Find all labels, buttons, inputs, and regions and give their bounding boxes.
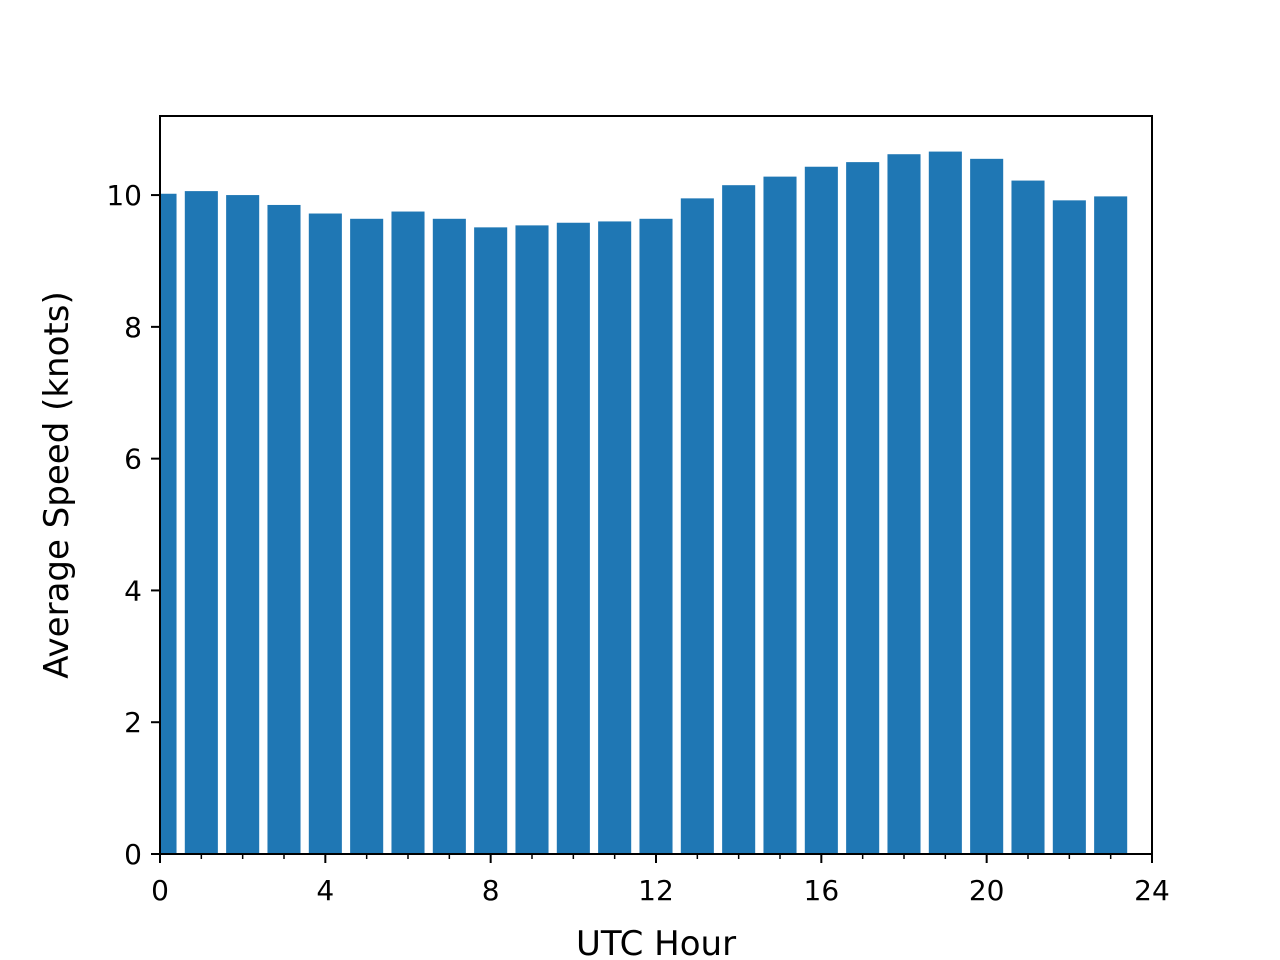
bar-hour-18 bbox=[887, 154, 921, 855]
bar-hour-2 bbox=[226, 195, 260, 855]
x-tick-label: 8 bbox=[482, 874, 500, 907]
bar-hour-23 bbox=[1094, 196, 1128, 854]
x-tick-label: 0 bbox=[151, 874, 169, 907]
x-tick-label: 4 bbox=[316, 874, 334, 907]
bar-hour-9 bbox=[515, 225, 549, 854]
x-axis-label: UTC Hour bbox=[576, 924, 736, 960]
bar-hour-4 bbox=[308, 213, 342, 854]
bar-hour-16 bbox=[804, 166, 838, 855]
bar-hour-13 bbox=[680, 198, 714, 854]
bar-hour-5 bbox=[350, 218, 384, 855]
bar-hour-8 bbox=[474, 227, 508, 854]
bar-hour-15 bbox=[763, 176, 797, 854]
bars-group bbox=[160, 151, 1128, 855]
bar-hour-19 bbox=[928, 151, 962, 854]
x-tick-label: 16 bbox=[804, 874, 840, 907]
bar-hour-1 bbox=[184, 191, 218, 854]
y-tick-label: 10 bbox=[106, 179, 142, 212]
x-axis-ticks: 0 4 8 12 16 20 24 bbox=[151, 854, 1170, 907]
y-tick-label: 0 bbox=[124, 838, 142, 871]
bar-hour-12 bbox=[639, 218, 673, 855]
x-tick-label: 12 bbox=[638, 874, 674, 907]
bar-hour-7 bbox=[432, 218, 466, 855]
y-axis-label: Average Speed (knots) bbox=[37, 291, 77, 678]
y-tick-label: 8 bbox=[124, 311, 142, 344]
bar-hour-10 bbox=[556, 222, 590, 854]
bar-hour-0 bbox=[160, 193, 177, 855]
bar-hour-17 bbox=[846, 162, 880, 854]
y-tick-label: 4 bbox=[124, 574, 142, 607]
bar-hour-21 bbox=[1011, 180, 1045, 854]
bar-hour-22 bbox=[1052, 200, 1086, 855]
bar-hour-20 bbox=[970, 158, 1004, 855]
plot-frame bbox=[159, 115, 1153, 855]
bar-hour-14 bbox=[722, 185, 756, 854]
y-axis-ticks: 0 2 4 6 8 10 bbox=[106, 179, 160, 871]
bar-hour-3 bbox=[267, 204, 301, 855]
bar-hour-6 bbox=[391, 211, 425, 854]
bar-hour-11 bbox=[598, 221, 632, 854]
y-tick-label: 2 bbox=[124, 706, 142, 739]
x-tick-label: 24 bbox=[1134, 874, 1170, 907]
x-tick-label: 20 bbox=[969, 874, 1005, 907]
y-tick-label: 6 bbox=[124, 443, 142, 476]
